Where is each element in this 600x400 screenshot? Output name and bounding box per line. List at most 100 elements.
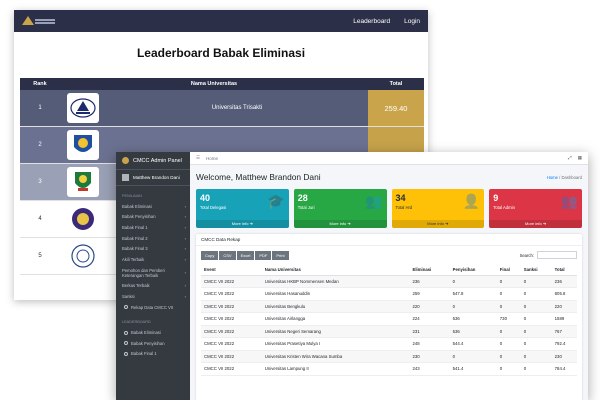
copy-button[interactable]: Copy <box>201 250 219 260</box>
sidebar-lb-item-penyisihan[interactable]: Babak Penyisihan <box>116 338 190 349</box>
fullscreen-icon[interactable]: ⤢ <box>568 155 572 160</box>
data-rekap-card: CMCC Data Rekap Copy CSV Excel PDF Print… <box>196 234 582 400</box>
user-plus-icon: 👤 <box>462 193 481 209</box>
nav-login-link[interactable]: Login <box>404 17 420 25</box>
sidebar-item-label: Babak Eliminasi <box>131 330 161 336</box>
table-cell: Universitas Lampung II <box>261 362 410 376</box>
more-info-link[interactable]: More info ➔ <box>489 220 582 228</box>
sidebar-lb-item-eliminasi[interactable]: Babak Eliminasi <box>116 327 190 338</box>
total-cell: 259.40 <box>368 90 424 126</box>
table-cell: 248 <box>409 337 450 351</box>
sidebar-item-rekap[interactable]: Rekap Data CMCC VII <box>116 302 190 313</box>
circle-icon <box>124 341 128 346</box>
sidebar-item-babak-final-3[interactable]: Babak Final 3 ‹ <box>116 243 190 254</box>
table-cell: 536 <box>449 312 497 326</box>
sidebar-item-pemohon-terbaik[interactable]: Pemohon dan Pemberi Keterangan Terbaik ‹ <box>116 265 190 281</box>
table-row: CMCC VII 2022 Universitas Hasanuddin 259 54… <box>201 287 577 301</box>
circle-icon <box>124 330 128 335</box>
table-cell: 547.8 <box>449 287 497 301</box>
table-cell: CMCC VII 2022 <box>201 350 262 363</box>
sidebar-item-label: Rekap Data CMCC VII <box>131 304 174 310</box>
leaderboard-navbar: Leaderboard Login <box>14 10 428 32</box>
sidebar-item-berkas-terbaik[interactable]: Berkas Terbaik ‹ <box>116 281 190 292</box>
table-cell: 220 <box>409 300 450 313</box>
table-cell: 0 <box>496 275 521 288</box>
sidebar-lb-item-final-1[interactable]: Babak Final 1 <box>116 349 190 360</box>
avatar <box>122 174 129 181</box>
search-input[interactable] <box>537 251 577 259</box>
sidebar-item-akili-terbaik[interactable]: Akili Terbaik ‹ <box>116 254 190 265</box>
chevron-left-icon: ‹ <box>184 203 186 209</box>
more-info-link[interactable]: More info ➔ <box>391 220 485 228</box>
chevron-left-icon: ‹ <box>184 235 186 241</box>
sidebar-item-babak-penyisihan[interactable]: Babak Penyisihan ‹ <box>116 212 190 223</box>
table-cell: CMCC VII 2022 <box>201 325 262 338</box>
cmcc-logo[interactable] <box>22 15 56 27</box>
rank-cell: 5 <box>38 253 42 259</box>
excel-button[interactable]: Excel <box>236 250 255 260</box>
print-button[interactable]: Print <box>272 250 289 260</box>
column-header[interactable]: Eliminasi <box>409 264 450 276</box>
university-logo <box>67 93 99 123</box>
search-label: Search: <box>519 252 534 258</box>
admin-sidebar: CMCC Admin Panel Matthew Brandon Dani PE… <box>116 152 190 400</box>
table-header-row: Event Nama Universitas Eliminasi Penyisi… <box>201 264 577 276</box>
sidebar-item-label: Babak Final 1 <box>131 351 157 357</box>
university-logo <box>67 130 99 160</box>
column-header[interactable]: Nama Universitas <box>261 264 410 276</box>
breadcrumb-home-link[interactable]: Home <box>546 174 558 180</box>
table-cell: 236 <box>409 275 450 288</box>
stat-caption: Total Delegasi <box>200 205 227 210</box>
hamburger-menu-icon[interactable]: ☰ <box>196 155 201 160</box>
table-cell: 0 <box>496 337 521 351</box>
stat-caption: Total Juri <box>297 205 315 210</box>
table-cell: 536 <box>449 325 497 338</box>
table-cell: 541.4 <box>449 362 497 376</box>
sidebar-item-label: Pemohon dan Pemberi Keterangan Terbaik <box>122 267 165 278</box>
table-cell: CMCC VII 2022 <box>201 275 262 288</box>
table-cell: 0 <box>520 312 552 326</box>
admin-content: Welcome, Matthew Brandon Dani Home / Das… <box>190 165 588 400</box>
header-total: Total <box>389 81 403 87</box>
welcome-row: Welcome, Matthew Brandon Dani Home / Das… <box>196 165 582 189</box>
table-row: CMCC VII 2022 Universitas Kristen Wira Wa… <box>201 350 577 363</box>
sidebar-item-babak-final-1[interactable]: Babak Final 1 ‹ <box>116 222 190 233</box>
brand-text: CMCC Admin Panel <box>133 157 182 164</box>
table-cell: 243 <box>409 362 450 376</box>
column-header[interactable]: Event <box>201 264 262 276</box>
table-cell: Universitas Kristen Wira Wacana Sumba <box>261 350 410 363</box>
table-cell: 0 <box>449 300 497 313</box>
column-header[interactable]: Penyisihan <box>449 264 497 276</box>
table-cell: 0 <box>449 350 497 363</box>
column-header[interactable]: Final <box>496 264 521 276</box>
table-row: CMCC VII 2022 Universitas Prasetiya Mulya… <box>201 337 577 351</box>
sidebar-item-label: Babak Penyisihan <box>122 214 156 220</box>
stat-number: 28 <box>297 193 308 203</box>
table-cell: 0 <box>496 350 521 363</box>
table-row: CMCC VII 2022 Universitas Negeri Semarang… <box>201 325 577 338</box>
user-panel[interactable]: Matthew Brandon Dani <box>116 170 190 186</box>
chevron-left-icon: ‹ <box>184 246 186 252</box>
column-header[interactable]: Total <box>551 264 577 276</box>
table-cell: 784.4 <box>551 362 577 376</box>
pdf-button[interactable]: PDF <box>255 250 272 260</box>
table-cell: 236 <box>551 275 577 288</box>
sidebar-item-babak-final-2[interactable]: Babak Final 2 ‹ <box>116 233 190 244</box>
sidebar-item-sanksi[interactable]: Sanksi ‹ <box>116 291 190 302</box>
csv-button[interactable]: CSV <box>219 250 236 260</box>
more-info-link[interactable]: More info ➔ <box>196 220 289 228</box>
more-info-link[interactable]: More info ➔ <box>293 220 387 228</box>
brand-link[interactable]: CMCC Admin Panel <box>116 152 190 170</box>
table-cell: 544.4 <box>449 337 497 351</box>
stat-number: 9 <box>493 193 499 203</box>
grid-icon[interactable]: ▦ <box>577 155 582 160</box>
top-home-link[interactable]: Home <box>206 155 219 161</box>
sidebar-item-babak-eliminasi[interactable]: Babak Eliminasi ‹ <box>116 201 190 212</box>
column-header[interactable]: Sanksi <box>520 264 552 276</box>
table-cell: 0 <box>520 300 552 313</box>
graduation-cap-icon: 🎓 <box>267 193 285 209</box>
brand-logo-icon <box>122 157 129 164</box>
nav-leaderboard-link[interactable]: Leaderboard <box>353 17 391 25</box>
table-cell: 730 <box>496 312 521 326</box>
table-row: CMCC VII 2022 Universitas Airlangga 224 536… <box>201 312 577 326</box>
